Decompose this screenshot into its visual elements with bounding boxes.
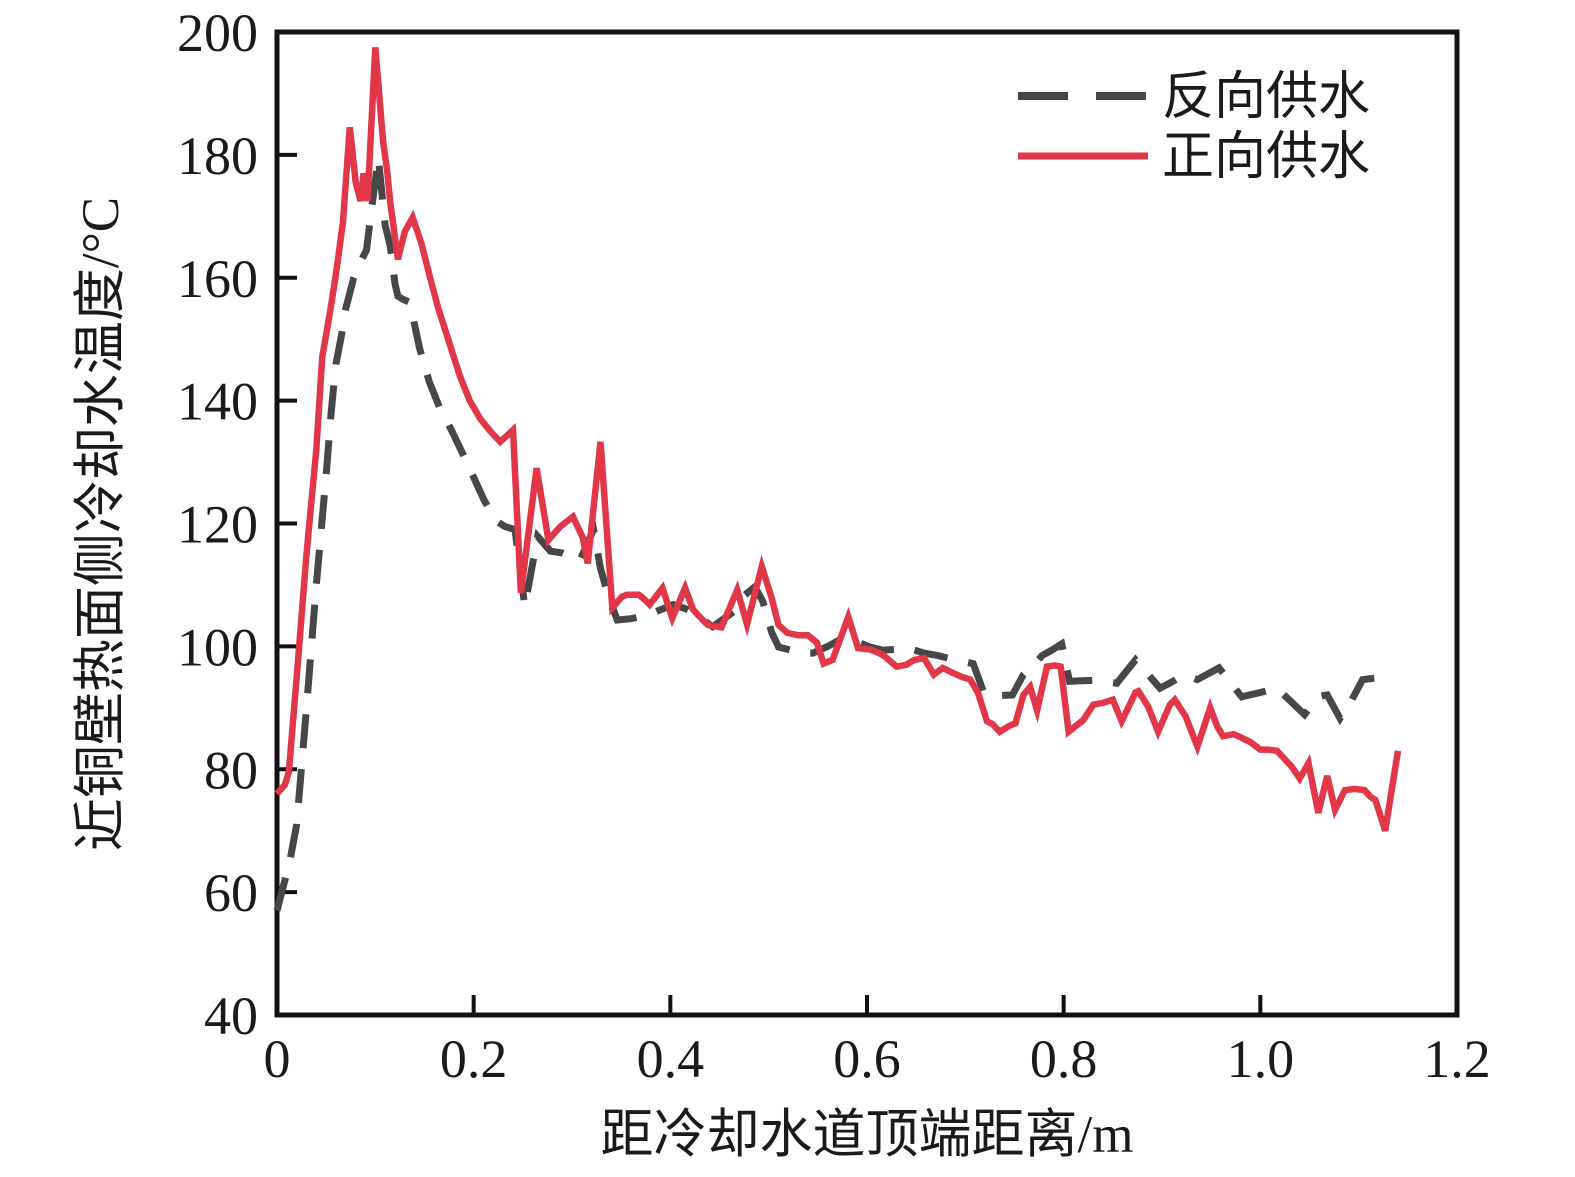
chart-series [273,47,1402,912]
y-tick-label: 60 [204,863,258,923]
x-tick-label: 1.2 [1423,1029,1491,1089]
legend-label-reverse-supply: 反向供水 [1162,69,1370,126]
x-tick-label: 0.2 [440,1029,508,1089]
y-tick-label: 80 [204,740,258,800]
x-tick-label: 0 [264,1029,291,1089]
y-tick-label: 140 [177,372,258,432]
y-tick-label: 200 [177,3,258,63]
x-tick-label: 1.0 [1227,1029,1295,1089]
y-tick-label: 120 [177,495,258,555]
y-axis-ticks: 40 60 80 100 120 140 160 180 200 [177,3,297,1046]
legend-label-forward-supply: 正向供水 [1162,129,1370,186]
y-tick-label: 180 [177,126,258,186]
y-tick-label: 100 [177,617,258,677]
x-axis-label: 距冷却水道顶端距离/m [601,1106,1134,1164]
series-line-dashed [273,157,1394,912]
series-line-solid [274,47,1402,832]
y-tick-label: 40 [204,986,258,1046]
x-tick-label: 0.6 [833,1029,901,1089]
x-tick-label: 0.8 [1030,1029,1098,1089]
y-axis-label: 近铜壁热面侧冷却水温度/°C [72,197,130,851]
x-axis-ticks: 0 0.2 0.4 0.6 0.8 1.0 1.2 [264,995,1491,1089]
y-tick-label: 160 [177,249,258,309]
x-tick-label: 0.4 [637,1029,705,1089]
legend: 反向供水 正向供水 [1018,69,1370,186]
